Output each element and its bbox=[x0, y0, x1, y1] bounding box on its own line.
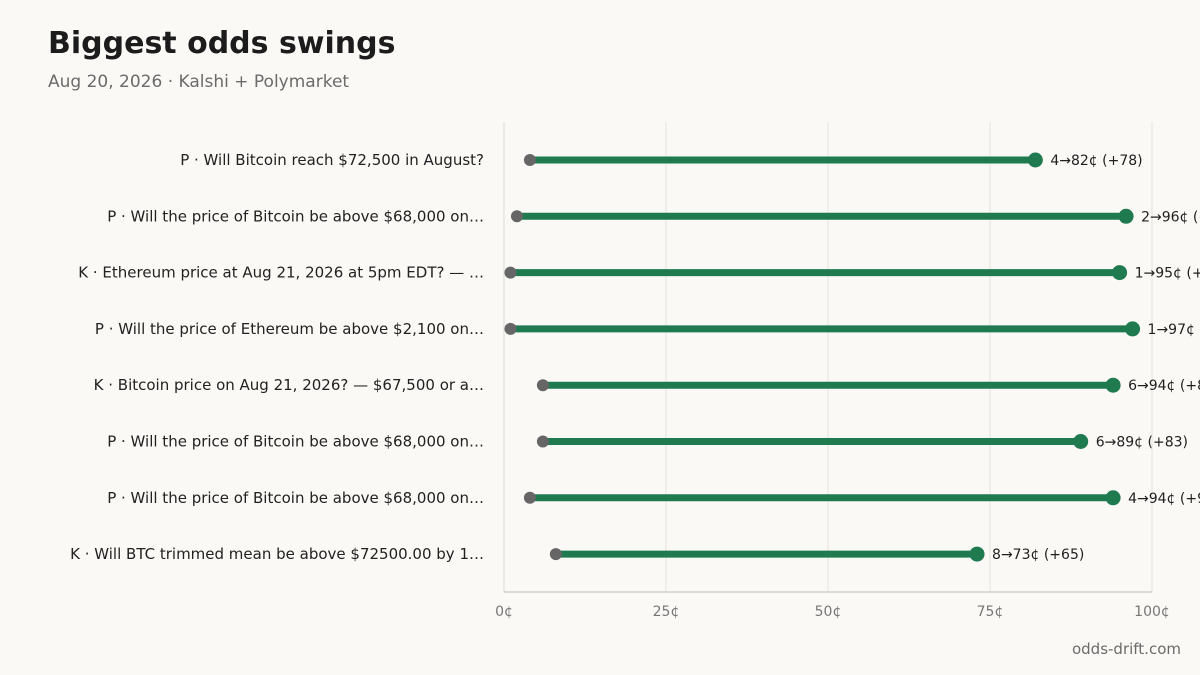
row-label: P · Will the price of Bitcoin be above $… bbox=[107, 433, 484, 451]
value-label: 1→95¢ (+94) bbox=[1135, 266, 1200, 282]
row-label: K · Ethereum price at Aug 21, 2026 at 5p… bbox=[78, 264, 484, 282]
chart-row: P · Will the price of Bitcoin be above $… bbox=[107, 433, 1188, 451]
start-point bbox=[504, 322, 517, 335]
start-point bbox=[523, 491, 536, 504]
chart-title: Biggest odds swings bbox=[48, 26, 396, 61]
x-tick-label: 25¢ bbox=[653, 604, 680, 620]
end-point bbox=[1118, 208, 1134, 224]
x-tick-label: 100¢ bbox=[1134, 604, 1170, 620]
start-point bbox=[536, 435, 549, 448]
end-point bbox=[1105, 377, 1121, 393]
start-point bbox=[523, 154, 536, 166]
footer-source: odds-drift.com bbox=[1071, 640, 1181, 658]
chart-row: P · Will the price of Bitcoin be above $… bbox=[107, 489, 1200, 507]
value-label: 2→96¢ (+94) bbox=[1141, 209, 1200, 225]
row-label: P · Will Bitcoin reach $72,500 in August… bbox=[180, 151, 484, 169]
chart-row: P · Will the price of Bitcoin be above $… bbox=[107, 207, 1200, 225]
x-tick-label: 50¢ bbox=[815, 604, 842, 620]
end-point bbox=[1105, 490, 1121, 506]
end-point bbox=[969, 546, 985, 562]
row-label: P · Will the price of Bitcoin be above $… bbox=[107, 489, 484, 507]
value-label: 1→97¢ (+96) bbox=[1148, 322, 1200, 338]
chart-row: K · Will BTC trimmed mean be above $7250… bbox=[70, 545, 1084, 563]
start-point bbox=[510, 210, 523, 223]
end-point bbox=[1027, 152, 1043, 168]
start-point bbox=[549, 548, 562, 561]
value-label: 8→73¢ (+65) bbox=[992, 547, 1084, 563]
grid-layer bbox=[503, 122, 1153, 592]
start-point bbox=[536, 379, 549, 392]
value-label: 6→89¢ (+83) bbox=[1096, 435, 1188, 451]
row-label: P · Will the price of Ethereum be above … bbox=[95, 320, 484, 338]
end-point bbox=[1112, 265, 1128, 281]
end-point bbox=[1125, 321, 1141, 337]
x-axis: 0¢ 25¢ 50¢ 75¢ 100¢ bbox=[495, 591, 1170, 620]
chart-row: K · Bitcoin price on Aug 21, 2026? — $67… bbox=[94, 376, 1200, 394]
end-point bbox=[1073, 434, 1089, 449]
value-label: 6→94¢ (+88) bbox=[1128, 378, 1200, 394]
row-label: K · Bitcoin price on Aug 21, 2026? — $67… bbox=[94, 376, 484, 394]
row-label: P · Will the price of Bitcoin be above $… bbox=[107, 207, 484, 225]
start-point bbox=[504, 266, 517, 279]
row-label: K · Will BTC trimmed mean be above $7250… bbox=[70, 545, 484, 563]
rows-layer: P · Will Bitcoin reach $72,500 in August… bbox=[70, 151, 1200, 563]
value-label: 4→82¢ (+78) bbox=[1050, 153, 1142, 169]
value-label: 4→94¢ (+90) bbox=[1128, 491, 1200, 507]
chart-row: P · Will Bitcoin reach $72,500 in August… bbox=[180, 151, 1142, 169]
x-tick-label: 75¢ bbox=[977, 604, 1004, 620]
chart-subtitle: Aug 20, 2026 · Kalshi + Polymarket bbox=[48, 72, 350, 92]
x-tick-label: 0¢ bbox=[495, 604, 513, 620]
chart-row: P · Will the price of Ethereum be above … bbox=[95, 320, 1200, 338]
chart-row: K · Ethereum price at Aug 21, 2026 at 5p… bbox=[78, 264, 1200, 282]
